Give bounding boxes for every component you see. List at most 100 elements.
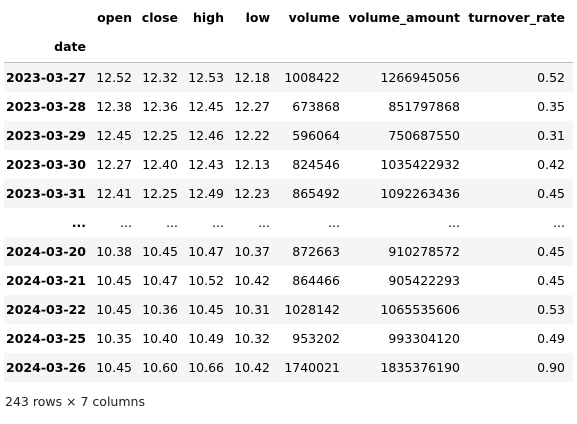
cell-open: 12.27 — [96, 157, 132, 172]
row-index: 2023-03-31 — [6, 186, 86, 201]
cell-low: 12.23 — [234, 186, 270, 201]
cell-volume: 596064 — [292, 128, 340, 143]
header-corner — [4, 4, 94, 32]
table-row: 2024-03-21 10.45 10.47 10.52 10.42 86446… — [4, 266, 573, 295]
row-index: 2024-03-20 — [6, 244, 86, 259]
cell-volume-amount: 1092263436 — [380, 186, 460, 201]
cell-turnover-rate: 0.45 — [537, 186, 565, 201]
table-row: 2024-03-26 10.45 10.60 10.66 10.42 17400… — [4, 353, 573, 382]
cell-turnover-rate: 0.35 — [537, 99, 565, 114]
dataframe-shape-summary: 243 rows × 7 columns — [5, 394, 145, 409]
cell-close: 10.45 — [142, 244, 178, 259]
cell-volume: 864466 — [292, 273, 340, 288]
cell-high: 12.46 — [188, 128, 224, 143]
table-body: 2023-03-27 12.52 12.32 12.53 12.18 10084… — [4, 62, 573, 382]
row-index: 2024-03-21 — [6, 273, 86, 288]
cell-volume-amount: 905422293 — [388, 273, 460, 288]
column-header-volume: volume — [288, 10, 340, 25]
cell-volume-amount: 851797868 — [388, 99, 460, 114]
cell-close: 12.32 — [142, 70, 178, 85]
cell-low: ... — [258, 215, 270, 230]
cell-low: 10.32 — [234, 331, 270, 346]
cell-high: 10.49 — [188, 331, 224, 346]
dataframe-table: open close high low volume volume_amount… — [4, 4, 573, 382]
cell-volume-amount: 1835376190 — [380, 360, 460, 375]
cell-high: 10.52 — [188, 273, 224, 288]
cell-volume-amount: 1065535606 — [380, 302, 460, 317]
index-name-label: date — [54, 39, 86, 54]
column-header-volume-amount: volume_amount — [348, 10, 461, 25]
cell-open: 12.38 — [96, 99, 132, 114]
dataframe-output: open close high low volume volume_amount… — [4, 4, 573, 382]
column-header-open: open — [97, 10, 132, 25]
ellipsis-row: ... ... ... ... ... ... ... ... — [4, 208, 573, 237]
cell-open: 12.52 — [96, 70, 132, 85]
cell-open: 12.41 — [96, 186, 132, 201]
cell-close: 12.40 — [142, 157, 178, 172]
row-index: 2023-03-28 — [6, 99, 86, 114]
cell-volume: 1740021 — [284, 360, 340, 375]
column-header-low: low — [245, 10, 270, 25]
cell-close: 10.36 — [142, 302, 178, 317]
cell-volume-amount: 1035422932 — [380, 157, 460, 172]
cell-turnover-rate: 0.45 — [537, 244, 565, 259]
cell-low: 12.27 — [234, 99, 270, 114]
table-row: 2024-03-22 10.45 10.36 10.45 10.31 10281… — [4, 295, 573, 324]
cell-volume: 1008422 — [284, 70, 340, 85]
column-header-row: open close high low volume volume_amount… — [4, 4, 573, 32]
cell-high: 10.47 — [188, 244, 224, 259]
cell-open: 12.45 — [96, 128, 132, 143]
cell-volume-amount: ... — [448, 215, 460, 230]
cell-turnover-rate: 0.90 — [537, 360, 565, 375]
column-header-close: close — [141, 10, 178, 25]
cell-open: 10.45 — [96, 302, 132, 317]
cell-high: 10.45 — [188, 302, 224, 317]
cell-turnover-rate: 0.49 — [537, 331, 565, 346]
cell-volume-amount: 993304120 — [388, 331, 460, 346]
row-index: 2023-03-30 — [6, 157, 86, 172]
cell-volume-amount: 910278572 — [388, 244, 460, 259]
cell-high: 12.45 — [188, 99, 224, 114]
cell-turnover-rate: 0.42 — [537, 157, 565, 172]
row-index: 2023-03-27 — [6, 70, 86, 85]
cell-high: 12.49 — [188, 186, 224, 201]
table-row: 2024-03-25 10.35 10.40 10.49 10.32 95320… — [4, 324, 573, 353]
cell-high: 10.66 — [188, 360, 224, 375]
cell-open: ... — [120, 215, 132, 230]
row-index: ... — [71, 215, 86, 230]
row-index: 2023-03-29 — [6, 128, 86, 143]
table-row: 2023-03-28 12.38 12.36 12.45 12.27 67386… — [4, 92, 573, 121]
cell-open: 10.38 — [96, 244, 132, 259]
table-row: 2023-03-27 12.52 12.32 12.53 12.18 10084… — [4, 62, 573, 92]
column-header-turnover-rate: turnover_rate — [468, 10, 565, 25]
cell-volume-amount: 1266945056 — [380, 70, 460, 85]
cell-volume: 673868 — [292, 99, 340, 114]
cell-volume: 1028142 — [284, 302, 340, 317]
cell-low: 10.42 — [234, 273, 270, 288]
cell-low: 10.42 — [234, 360, 270, 375]
row-index: 2024-03-25 — [6, 331, 86, 346]
cell-turnover-rate: 0.45 — [537, 273, 565, 288]
row-index: 2024-03-22 — [6, 302, 86, 317]
cell-volume: 865492 — [292, 186, 340, 201]
index-name-row: date — [4, 32, 573, 63]
cell-high: 12.43 — [188, 157, 224, 172]
cell-close: 10.60 — [142, 360, 178, 375]
cell-close: 10.40 — [142, 331, 178, 346]
table-row: 2024-03-20 10.38 10.45 10.47 10.37 87266… — [4, 237, 573, 266]
cell-turnover-rate: 0.53 — [537, 302, 565, 317]
cell-volume-amount: 750687550 — [388, 128, 460, 143]
cell-low: 12.13 — [234, 157, 270, 172]
cell-turnover-rate: 0.52 — [537, 70, 565, 85]
column-header-high: high — [192, 10, 224, 25]
cell-low: 10.31 — [234, 302, 270, 317]
table-row: 2023-03-30 12.27 12.40 12.43 12.13 82454… — [4, 150, 573, 179]
row-index: 2024-03-26 — [6, 360, 86, 375]
cell-low: 12.18 — [234, 70, 270, 85]
cell-high: ... — [212, 215, 224, 230]
cell-close: 12.25 — [142, 128, 178, 143]
cell-open: 10.35 — [96, 331, 132, 346]
cell-close: ... — [166, 215, 178, 230]
cell-volume: 872663 — [292, 244, 340, 259]
cell-high: 12.53 — [188, 70, 224, 85]
